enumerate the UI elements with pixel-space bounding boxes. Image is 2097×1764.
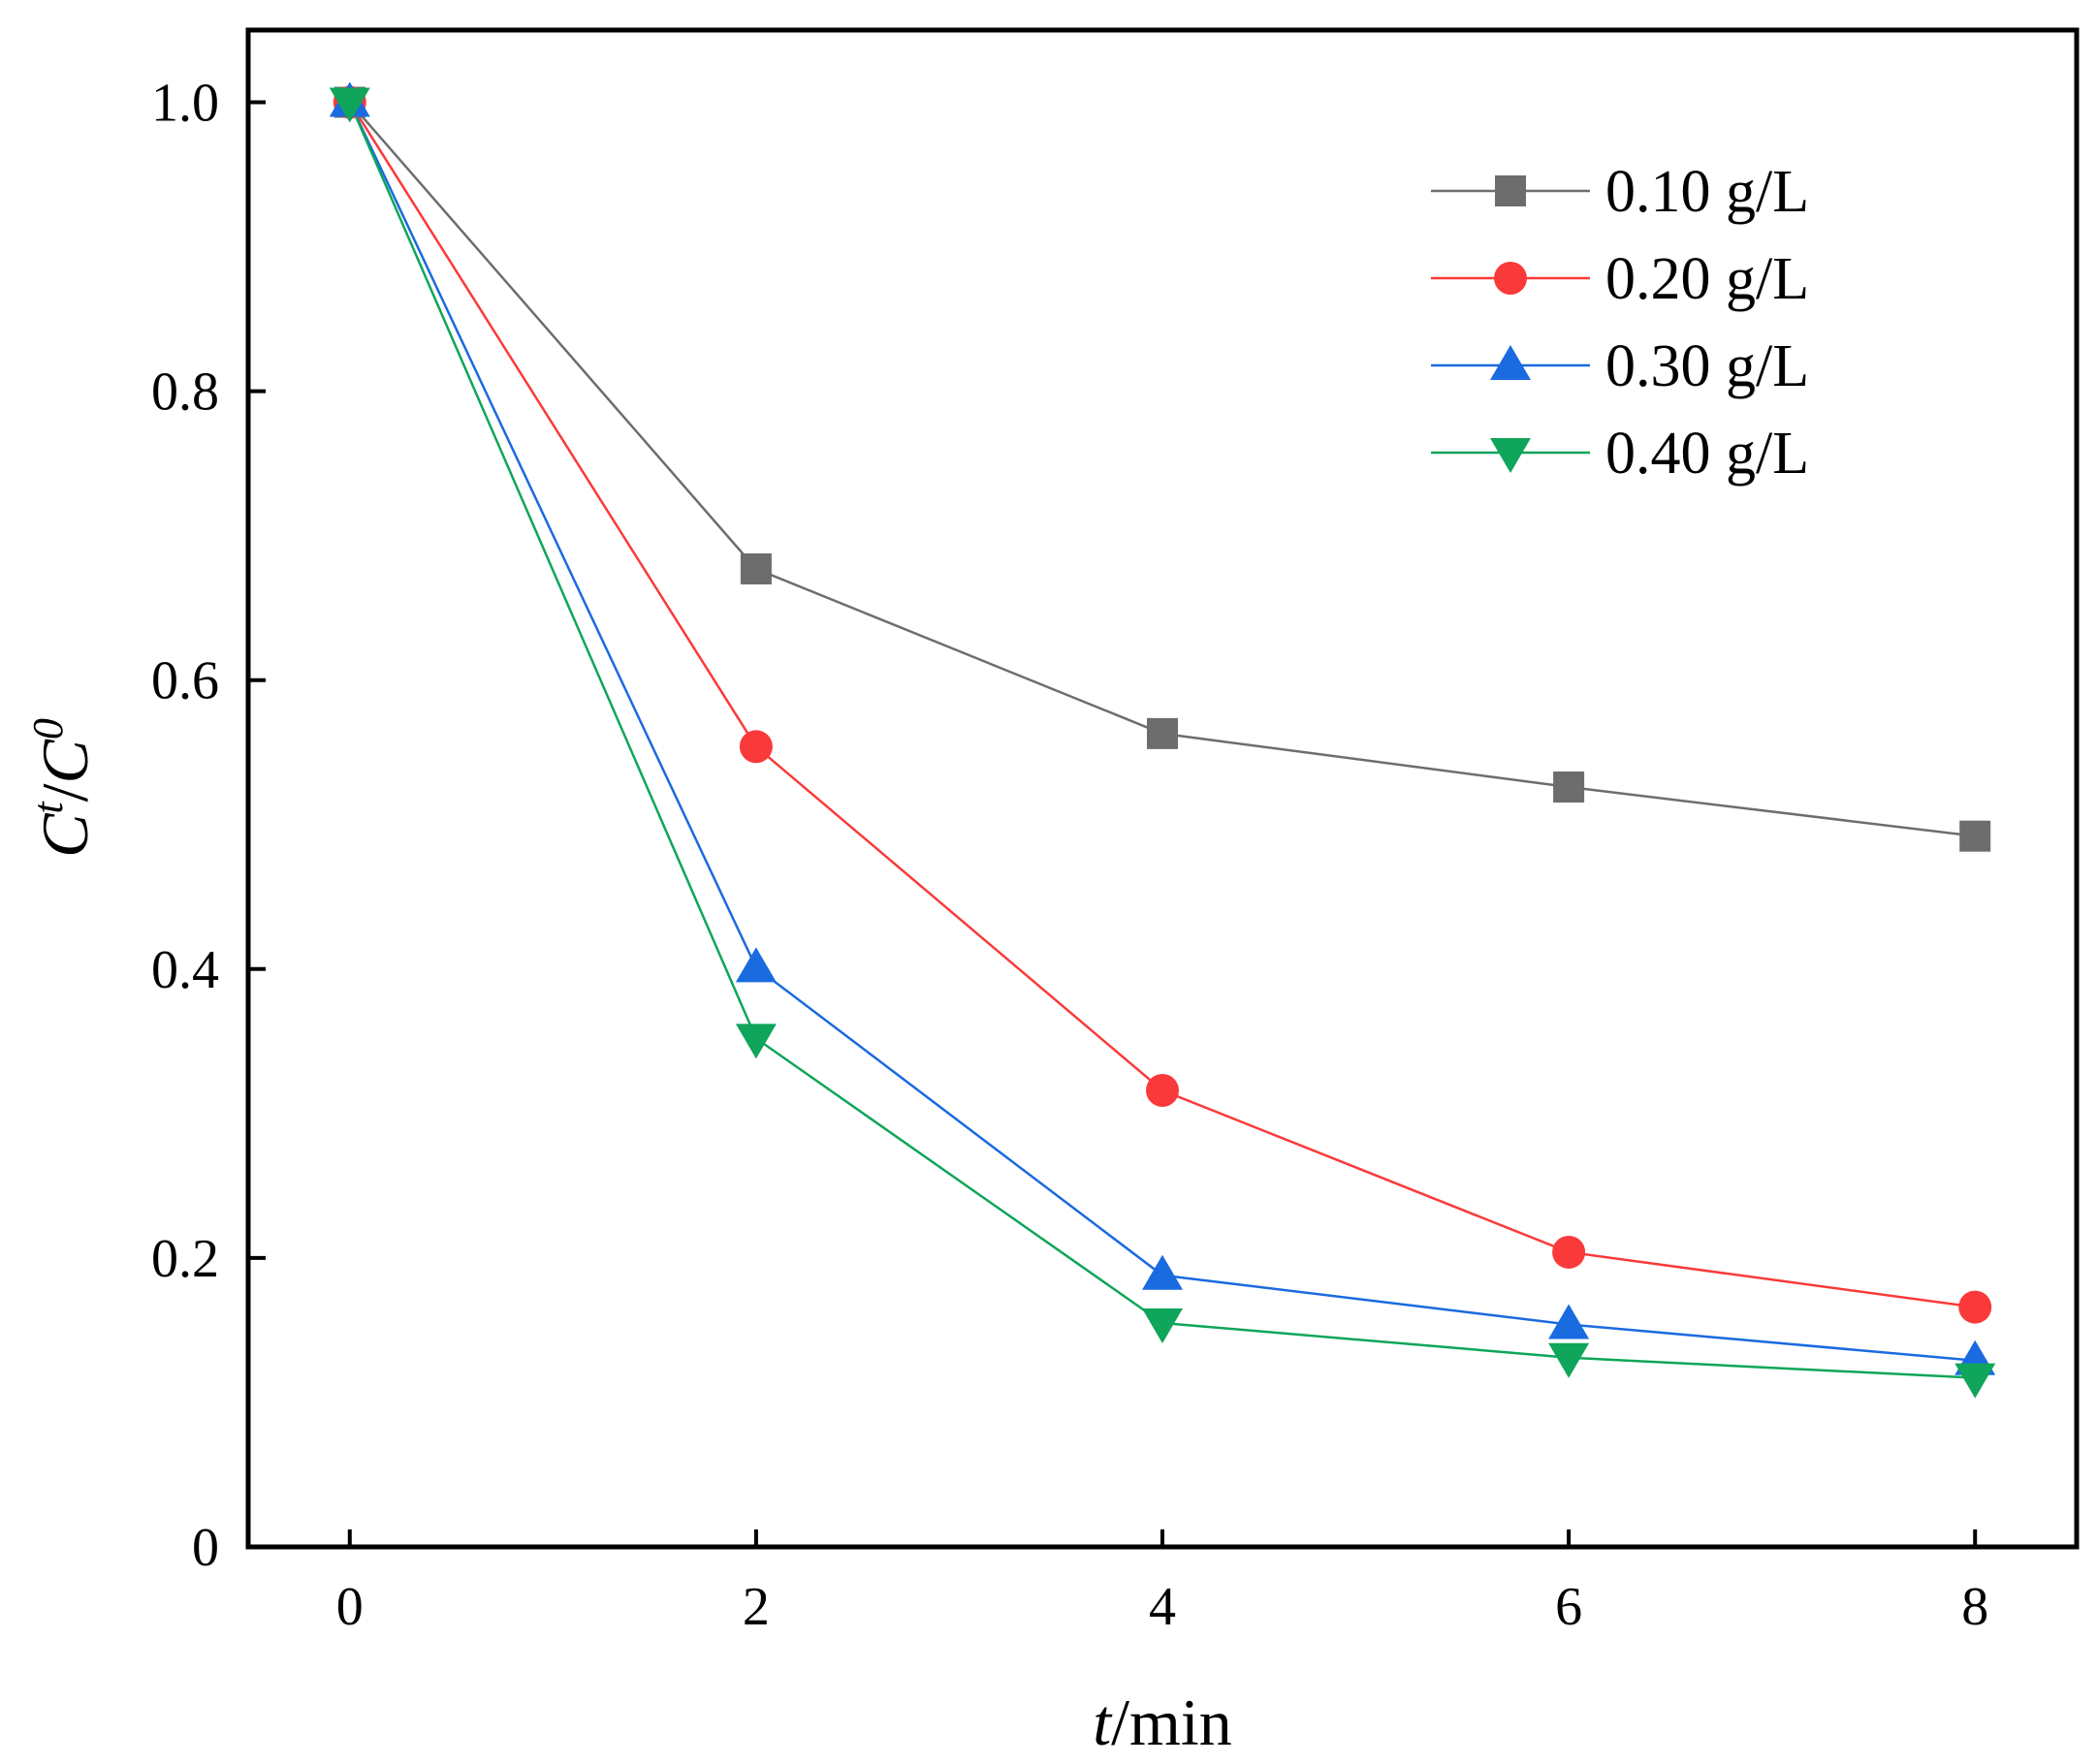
legend-marker (1490, 345, 1531, 380)
legend-item: 0.30 g/L (1431, 333, 1809, 399)
x-tick-label: 2 (743, 1577, 770, 1637)
data-point (735, 947, 777, 983)
y-axis-title-sep: / (28, 783, 102, 802)
data-point (1553, 772, 1585, 803)
data-point (1548, 1342, 1590, 1378)
legend-marker (1495, 175, 1526, 206)
series-4-points (329, 87, 1996, 1399)
data-point (1552, 1235, 1586, 1269)
x-axis: 0 2 4 6 8 (336, 1529, 1988, 1637)
data-point (739, 730, 773, 764)
y-tick-label: 0 (192, 1518, 219, 1578)
data-point (1959, 820, 1991, 852)
y-axis-title-num-sup: t (24, 801, 72, 814)
y-tick-label: 0.4 (151, 940, 219, 1000)
data-point (1548, 1304, 1590, 1339)
data-point (1146, 1074, 1179, 1108)
x-axis-title: t/min (1093, 1685, 1232, 1759)
legend-label: 0.30 g/L (1605, 333, 1809, 399)
data-point (1147, 717, 1178, 749)
y-tick-label: 0.2 (151, 1229, 219, 1289)
y-tick-label: 1.0 (151, 74, 219, 134)
data-point (1142, 1254, 1183, 1290)
y-tick-label: 0.6 (151, 651, 219, 711)
legend: 0.10 g/L 0.20 g/L 0.30 g/L 0.40 g/L (1431, 159, 1809, 487)
data-point (1142, 1307, 1183, 1343)
legend-marker (1490, 438, 1531, 473)
y-axis-title: Ct/C0 (24, 718, 102, 858)
data-point (329, 87, 370, 123)
series-layer (329, 81, 1996, 1399)
x-tick-label: 4 (1149, 1577, 1176, 1637)
y-axis-title-den-sup: 0 (24, 718, 72, 740)
y-tick-label: 0.8 (151, 362, 219, 423)
legend-item: 0.40 g/L (1431, 421, 1809, 487)
legend-label: 0.20 g/L (1605, 246, 1809, 312)
x-tick-label: 0 (336, 1577, 364, 1637)
data-point (740, 552, 772, 584)
legend-marker (1494, 262, 1527, 295)
data-point (735, 1024, 777, 1059)
data-point (1954, 1363, 1996, 1399)
x-tick-label: 8 (1961, 1577, 1988, 1637)
data-point (1958, 1290, 1992, 1324)
y-axis: 0 0.2 0.4 0.6 0.8 1.0 (151, 74, 266, 1578)
legend-label: 0.10 g/L (1605, 159, 1809, 225)
x-axis-title-unit: /min (1111, 1685, 1232, 1759)
y-axis-title-num: C (28, 813, 102, 858)
legend-label: 0.40 g/L (1605, 421, 1809, 487)
legend-item: 0.10 g/L (1431, 159, 1809, 225)
legend-item: 0.20 g/L (1431, 246, 1809, 312)
x-tick-label: 6 (1555, 1577, 1582, 1637)
y-axis-title-den: C (28, 739, 102, 783)
x-axis-title-var: t (1093, 1685, 1113, 1759)
